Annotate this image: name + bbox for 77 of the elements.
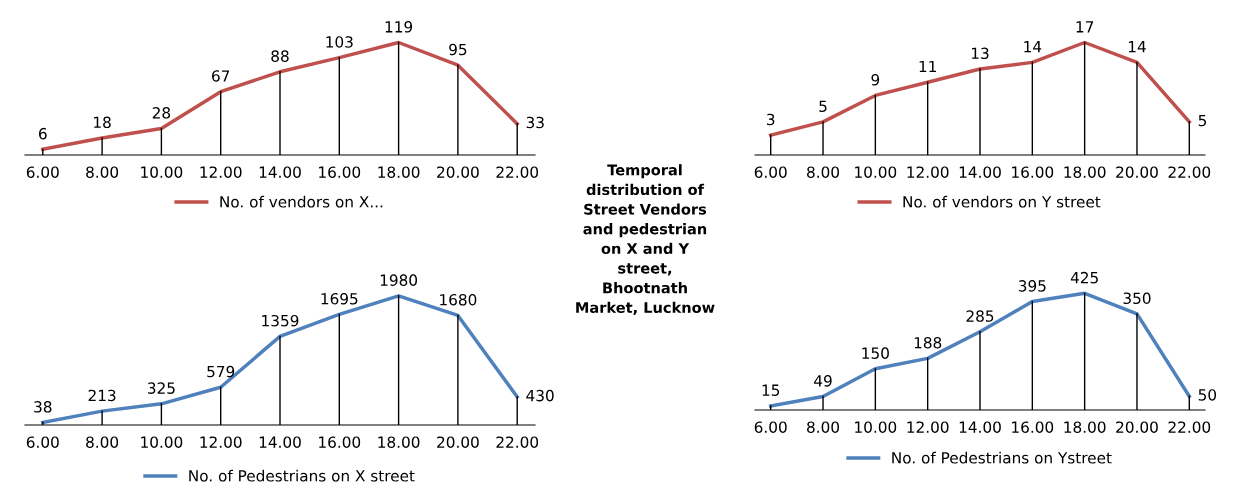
x-tick-label: 8.00 <box>86 436 119 448</box>
data-label: 103 <box>326 36 353 48</box>
x-tick-label: 18.00 <box>378 166 420 178</box>
x-tick-label: 14.00 <box>959 421 1001 433</box>
x-tick-label: 14.00 <box>259 166 301 178</box>
x-tick-label: 14.00 <box>259 436 301 448</box>
x-tick-label: 12.00 <box>200 166 242 178</box>
data-label: 150 <box>862 347 889 359</box>
legend-label: No. of vendors on X... <box>220 195 383 208</box>
data-label: 49 <box>814 375 832 387</box>
legend-label: No. of Pedestrians on Ystreet <box>892 451 1112 464</box>
x-tick-label: 6.00 <box>754 166 787 178</box>
x-tick-label: 6.00 <box>754 421 787 433</box>
data-label: 11 <box>919 60 936 73</box>
x-tick-label: 20.00 <box>437 166 479 178</box>
x-tick-label: 12.00 <box>200 436 242 448</box>
x-tick-label: 14.00 <box>959 166 1001 178</box>
data-label: 119 <box>385 21 413 33</box>
data-label: 50 <box>1198 389 1217 401</box>
x-tick-label: 10.00 <box>141 436 183 448</box>
data-label: 13 <box>971 47 989 60</box>
data-label: 325 <box>147 382 175 394</box>
x-tick-label: 6.00 <box>26 436 59 448</box>
data-label: 1695 <box>321 292 358 305</box>
data-label: 67 <box>212 70 230 82</box>
legend-label: No. of vendors on Y street <box>903 195 1101 208</box>
x-tick-label: 16.00 <box>1012 421 1054 433</box>
legend-label: No. of Pedestrians on X street <box>189 469 415 482</box>
data-label: 17 <box>1076 21 1094 33</box>
x-tick-label: 22.00 <box>1168 421 1211 433</box>
x-tick-label: 10.00 <box>855 166 897 178</box>
data-label: 395 <box>1018 280 1046 292</box>
data-label: 350 <box>1123 292 1151 305</box>
data-label: 33 <box>526 116 544 129</box>
x-tick-label: 18.00 <box>1064 421 1106 433</box>
x-tick-label: 16.00 <box>1012 166 1054 178</box>
text: Temporal distribution of Street Vendors and pedestrian on X and Y street, Bhootnath Market, Lucknow <box>576 164 715 315</box>
data-label: 18 <box>94 116 111 129</box>
x-tick-label: 20.00 <box>1116 166 1158 178</box>
x-tick-label: 22.00 <box>496 436 539 448</box>
data-label: 285 <box>966 310 994 322</box>
data-label: 15 <box>762 384 780 396</box>
data-label: 28 <box>152 107 171 119</box>
x-tick-label: 8.00 <box>807 166 840 178</box>
x-tick-label: 10.00 <box>855 421 897 433</box>
x-tick-label: 10.00 <box>141 166 183 178</box>
x-tick-label: 20.00 <box>1116 421 1158 433</box>
data-label: 579 <box>207 365 235 378</box>
data-label: 1359 <box>262 314 299 327</box>
data-label: 14 <box>1128 41 1146 53</box>
data-label: 425 <box>1070 271 1098 284</box>
x-tick-label: 8.00 <box>807 421 840 433</box>
x-tick-label: 22.00 <box>1168 166 1211 178</box>
x-tick-label: 18.00 <box>1064 166 1106 178</box>
x-tick-label: 12.00 <box>907 166 949 178</box>
x-tick-label: 6.00 <box>26 166 59 178</box>
data-label: 5 <box>1198 114 1207 127</box>
data-label: 188 <box>914 336 942 349</box>
x-tick-label: 22.00 <box>496 166 539 178</box>
data-label: 3 <box>767 113 775 126</box>
data-label: 6 <box>39 127 47 140</box>
data-label: 5 <box>819 100 827 113</box>
x-tick-label: 18.00 <box>378 436 420 448</box>
data-label: 95 <box>449 43 467 56</box>
data-label: 213 <box>88 389 116 402</box>
x-tick-label: 8.00 <box>86 166 119 178</box>
data-label: 14 <box>1024 41 1042 53</box>
data-label: 1980 <box>380 274 418 286</box>
x-tick-label: 12.00 <box>907 421 949 433</box>
x-tick-label: 16.00 <box>319 166 361 178</box>
x-tick-label: 16.00 <box>319 436 361 448</box>
data-label: 430 <box>526 389 554 402</box>
data-label: 88 <box>271 50 289 62</box>
data-label: 38 <box>34 401 52 413</box>
data-label: 1680 <box>440 293 477 306</box>
x-tick-label: 20.00 <box>437 436 479 448</box>
data-label: 9 <box>871 73 880 86</box>
